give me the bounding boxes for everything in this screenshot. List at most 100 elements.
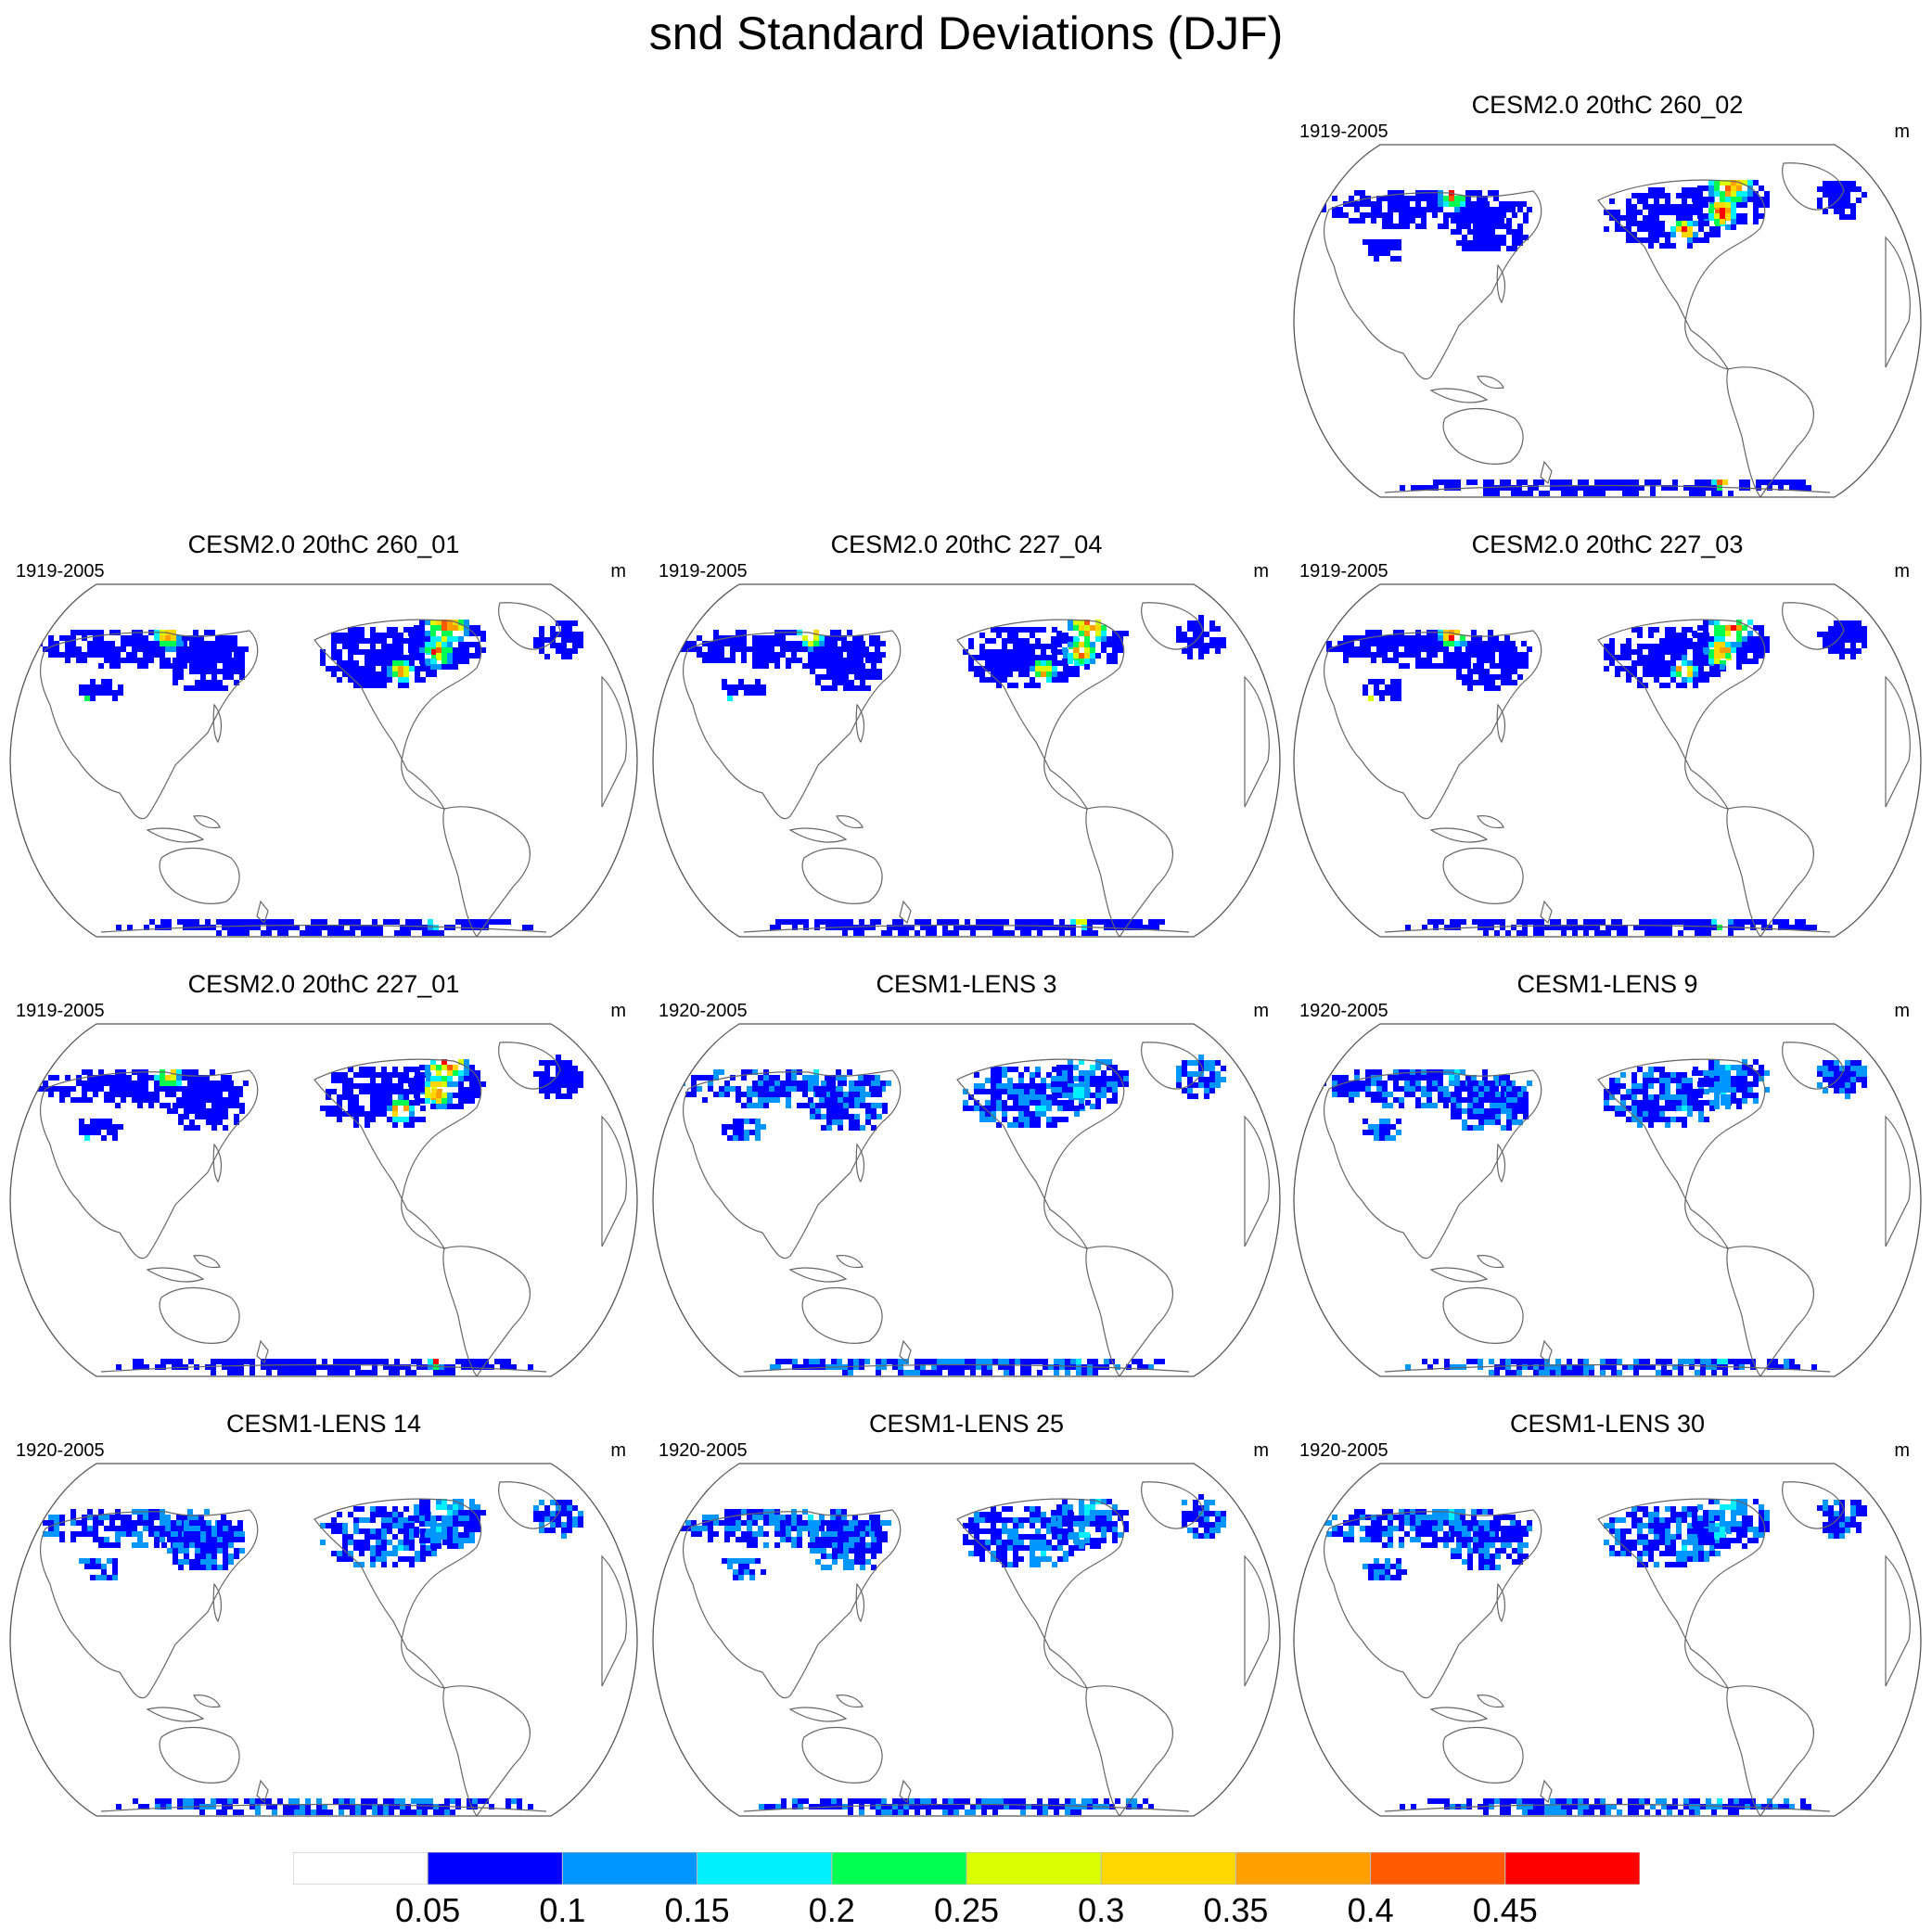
snow-cell bbox=[403, 666, 409, 671]
coastline bbox=[1324, 190, 1542, 380]
snow-cell bbox=[1687, 243, 1693, 249]
snow-cell bbox=[1654, 210, 1659, 215]
coastline bbox=[1384, 1363, 1831, 1373]
snow-cell bbox=[1682, 633, 1687, 638]
snow-cell bbox=[1512, 680, 1517, 685]
snow-cell bbox=[337, 1528, 342, 1534]
snow-cell bbox=[143, 1075, 148, 1081]
coastline bbox=[1085, 806, 1174, 937]
snow-cell bbox=[48, 641, 54, 646]
snow-cell bbox=[237, 1520, 243, 1526]
snow-cell bbox=[184, 1537, 189, 1542]
snow-cell bbox=[1856, 637, 1862, 643]
snow-cell bbox=[1689, 491, 1695, 496]
snow-cell bbox=[1376, 196, 1382, 201]
snow-cell bbox=[1059, 1359, 1065, 1364]
snow-cell bbox=[143, 1515, 148, 1520]
snow-cell bbox=[221, 1075, 226, 1081]
snow-cell bbox=[1862, 632, 1867, 637]
snow-cell bbox=[1450, 1364, 1455, 1370]
snow-cell bbox=[1747, 631, 1753, 636]
snow-cell bbox=[121, 658, 126, 663]
snow-cell bbox=[127, 925, 133, 930]
snow-cell bbox=[1506, 246, 1512, 251]
snow-cell bbox=[1090, 1065, 1095, 1070]
snow-cell bbox=[1002, 1072, 1007, 1078]
snow-cell bbox=[837, 919, 842, 925]
snow-cell bbox=[398, 633, 403, 638]
snow-cell bbox=[1009, 1370, 1015, 1375]
snow-cell bbox=[441, 642, 447, 647]
snow-cell bbox=[1035, 1083, 1041, 1089]
snow-cell bbox=[1747, 620, 1753, 625]
snow-cell bbox=[54, 1531, 59, 1537]
snow-cell bbox=[455, 1359, 461, 1364]
snow-cell bbox=[93, 1537, 98, 1542]
snow-cell bbox=[211, 1359, 216, 1364]
coastline bbox=[313, 619, 482, 810]
snow-cell bbox=[1018, 1089, 1024, 1094]
snow-cell bbox=[1473, 1081, 1478, 1086]
snow-cell bbox=[372, 1359, 377, 1364]
snow-cell bbox=[472, 1364, 478, 1370]
snow-cell bbox=[1504, 646, 1510, 652]
snow-cell bbox=[403, 660, 409, 666]
snow-cell bbox=[1850, 648, 1856, 654]
snow-cell bbox=[177, 919, 183, 925]
snow-cell bbox=[1046, 660, 1052, 666]
snow-cell bbox=[763, 1081, 769, 1086]
snow-cell bbox=[1539, 925, 1544, 930]
snow-cell bbox=[1631, 666, 1637, 671]
snow-cell bbox=[1052, 671, 1057, 677]
snow-cell bbox=[797, 1081, 802, 1086]
snow-cell bbox=[200, 663, 206, 669]
snow-cell bbox=[1698, 1106, 1704, 1111]
snow-cell bbox=[556, 1077, 561, 1082]
snow-cell bbox=[172, 1359, 177, 1364]
snow-cell bbox=[1720, 647, 1725, 653]
snow-cell bbox=[1489, 919, 1494, 925]
snow-cell bbox=[1107, 659, 1112, 664]
snow-cell bbox=[431, 1089, 437, 1094]
snow-cell bbox=[826, 1097, 832, 1103]
snow-cell bbox=[1628, 480, 1633, 485]
snow-cell bbox=[1062, 659, 1068, 664]
snow-cell bbox=[1052, 1100, 1057, 1106]
snow-cell bbox=[1683, 1359, 1689, 1364]
snow-cell bbox=[387, 1083, 392, 1089]
snow-cell bbox=[1007, 1083, 1013, 1089]
snow-cell bbox=[1523, 1114, 1529, 1119]
snow-cell bbox=[533, 1071, 539, 1077]
snow-cell bbox=[1002, 638, 1007, 644]
figure-title: snd Standard Deviations (DJF) bbox=[648, 7, 1284, 59]
snow-cell bbox=[979, 666, 985, 671]
snow-cell bbox=[211, 1364, 216, 1370]
snow-cell bbox=[1583, 919, 1589, 925]
snow-cell bbox=[1637, 210, 1643, 215]
snow-cell bbox=[1198, 1066, 1204, 1071]
snow-cell bbox=[359, 1089, 365, 1094]
snow-cell bbox=[991, 1083, 996, 1089]
snow-cell bbox=[775, 1364, 781, 1370]
snow-cell bbox=[1454, 201, 1460, 207]
snow-cell bbox=[1650, 485, 1656, 491]
snow-cell bbox=[132, 1520, 137, 1526]
snow-cell bbox=[1393, 1081, 1399, 1086]
snow-cell bbox=[1024, 638, 1030, 644]
snow-cell bbox=[1736, 191, 1742, 197]
snow-cell bbox=[1767, 1364, 1772, 1370]
snow-cell bbox=[880, 1081, 886, 1086]
snow-cell bbox=[1722, 1359, 1728, 1364]
snow-cell bbox=[1473, 1103, 1478, 1108]
snow-cell bbox=[126, 1526, 132, 1531]
snow-cell bbox=[1764, 1087, 1770, 1093]
snow-cell bbox=[1393, 1069, 1399, 1075]
snow-cell bbox=[1828, 1066, 1834, 1071]
snow-cell bbox=[1725, 191, 1731, 197]
snow-cell bbox=[1516, 1364, 1522, 1370]
snow-cell bbox=[222, 919, 227, 925]
snow-cell bbox=[1015, 919, 1020, 925]
snow-cell bbox=[1013, 633, 1018, 638]
snow-cell bbox=[847, 630, 852, 635]
snow-cell bbox=[1026, 1370, 1031, 1375]
